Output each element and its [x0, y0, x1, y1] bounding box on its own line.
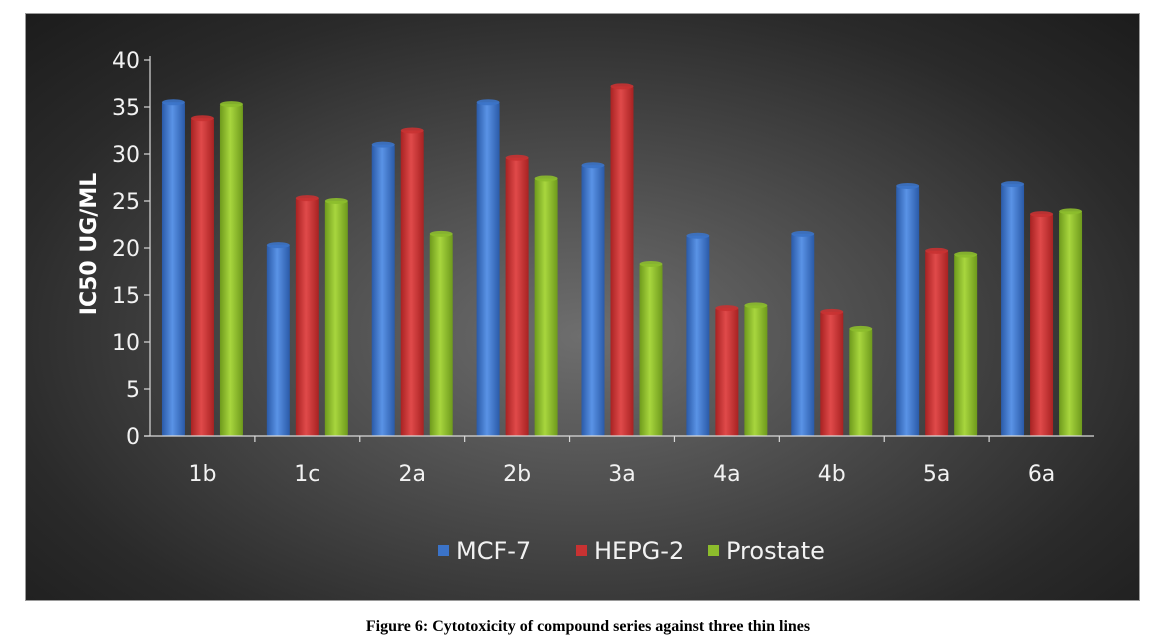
bar-cap [896, 182, 920, 189]
figure-caption: Figure 6: Cytotoxicity of compound serie… [365, 618, 811, 635]
bar-prostate-1c [324, 201, 348, 436]
bar-cap [639, 260, 663, 267]
bar-hepg-2-3a [610, 86, 634, 436]
bar-cap [1001, 181, 1025, 188]
bar-cap [1059, 208, 1083, 215]
legend-swatch-prostate [708, 545, 719, 556]
y-tick-label: 20 [112, 237, 140, 262]
bar-hepg-2-6a [1030, 214, 1054, 436]
bar-cap [324, 198, 348, 204]
y-tick-label: 10 [112, 331, 140, 356]
bar-mcf-7-4b [791, 233, 815, 436]
x-tick-label: 3a [608, 462, 635, 487]
bar-mcf-7-1b [161, 102, 185, 437]
x-tick-label: 2a [398, 462, 425, 487]
bar-chart: 0 5 10 15 20 25 30 35 40 1b 1c 2a 2b 3a 4a 4b 5a 6a IC50 … [77, 49, 1094, 565]
y-tick-label: 5 [126, 378, 140, 403]
bar-cap [715, 305, 739, 312]
bar-mcf-7-2a [371, 144, 395, 436]
bar-prostate-4a [744, 305, 768, 436]
x-tick-label: 5a [923, 462, 950, 487]
bar-hepg-2-1b [190, 118, 214, 436]
bar-cap [581, 162, 605, 169]
x-tick-label: 1c [294, 462, 320, 487]
legend-label: MCF-7 [456, 537, 531, 565]
bar-mcf-7-3a [581, 165, 605, 436]
chart-area: 0 5 10 15 20 25 30 35 40 1b 1c 2a 2b 3a 4a 4b 5a 6a IC50 … [26, 14, 1139, 600]
y-axis-title: IC50 UG/ML [77, 173, 102, 315]
bar-cap [820, 308, 844, 315]
bar-cap [1030, 211, 1054, 218]
bar-prostate-4b [849, 328, 873, 436]
bar-hepg-2-1c [295, 198, 319, 436]
bar-cap [371, 141, 395, 148]
bar-cap [686, 232, 710, 239]
bar-prostate-1b [219, 104, 243, 437]
bar-prostate-3a [639, 263, 663, 436]
y-tick-label: 40 [112, 49, 140, 74]
legend-swatch-hepg-2 [576, 545, 587, 556]
bar-hepg-2-2b [505, 157, 529, 436]
x-tick-label: 2b [503, 462, 531, 487]
x-tick-label: 1b [188, 462, 216, 487]
bar-cap [925, 247, 949, 254]
bar-cap [849, 325, 873, 332]
legend: MCF-7 HEPG-2 Prostate [438, 537, 825, 565]
bar-cap [476, 99, 500, 106]
legend-swatch-mcf-7 [438, 545, 449, 556]
bar-cap [295, 195, 319, 202]
bar-prostate-2b [534, 178, 558, 436]
bar-cap [534, 175, 558, 182]
bar-cap [954, 251, 978, 258]
bar-mcf-7-4a [686, 235, 710, 436]
bar-mcf-7-1c [266, 245, 290, 436]
y-tick-label: 15 [112, 284, 140, 309]
bar-prostate-6a [1059, 211, 1083, 436]
bar-cap [266, 242, 290, 249]
bar-hepg-2-4a [715, 308, 739, 436]
bar-cap [190, 115, 214, 122]
y-tick-label: 35 [112, 96, 140, 121]
bar-cap [161, 99, 185, 106]
legend-label: Prostate [726, 537, 825, 565]
bar-cap [400, 127, 424, 134]
y-tick-label: 0 [126, 425, 140, 450]
bar-hepg-2-4b [820, 311, 844, 436]
bar-prostate-2a [429, 233, 453, 436]
x-tick-label: 6a [1028, 462, 1055, 487]
bar-prostate-5a [954, 254, 978, 436]
bar-mcf-7-6a [1001, 184, 1025, 436]
bar-cap [429, 230, 453, 237]
bar-hepg-2-5a [925, 250, 949, 436]
y-tick-label: 25 [112, 190, 140, 215]
x-tick-label: 4a [713, 462, 740, 487]
x-tick-label: 4b [818, 462, 846, 487]
bar-cap [219, 101, 243, 108]
bar-mcf-7-5a [896, 185, 920, 436]
bar-cap [610, 83, 634, 90]
bar-cap [791, 230, 815, 237]
bar-hepg-2-2a [400, 130, 424, 436]
y-tick-label: 30 [112, 143, 140, 168]
bar-mcf-7-2b [476, 102, 500, 437]
bar-cap [505, 154, 529, 161]
legend-label: HEPG-2 [594, 537, 684, 565]
bar-cap [744, 302, 768, 309]
